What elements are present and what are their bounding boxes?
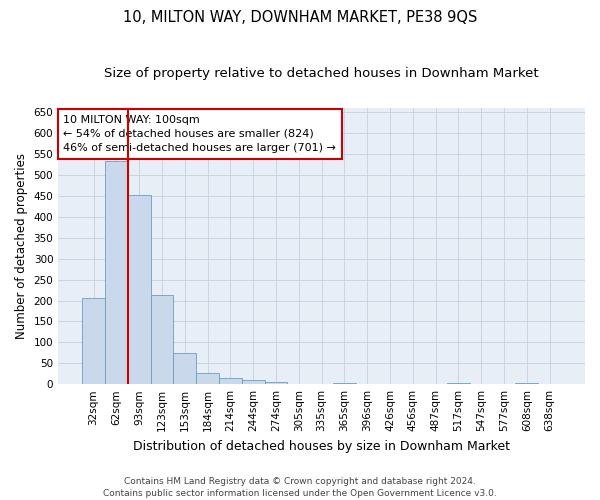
Bar [242,380,265,384]
Bar [196,373,219,384]
Bar [151,295,173,384]
Text: Contains HM Land Registry data © Crown copyright and database right 2024.
Contai: Contains HM Land Registry data © Crown c… [103,476,497,498]
X-axis label: Distribution of detached houses by size in Downham Market: Distribution of detached houses by size … [133,440,510,452]
Bar [173,353,196,384]
Text: 10, MILTON WAY, DOWNHAM MARKET, PE38 9QS: 10, MILTON WAY, DOWNHAM MARKET, PE38 9QS [123,10,477,25]
Bar [82,298,105,384]
Bar [219,378,242,384]
Text: 10 MILTON WAY: 100sqm
← 54% of detached houses are smaller (824)
46% of semi-det: 10 MILTON WAY: 100sqm ← 54% of detached … [64,115,337,153]
Bar [333,383,356,384]
Y-axis label: Number of detached properties: Number of detached properties [15,153,28,339]
Bar [105,161,128,384]
Bar [447,383,470,384]
Bar [265,382,287,384]
Bar [128,196,151,384]
Bar [515,383,538,384]
Title: Size of property relative to detached houses in Downham Market: Size of property relative to detached ho… [104,68,539,80]
